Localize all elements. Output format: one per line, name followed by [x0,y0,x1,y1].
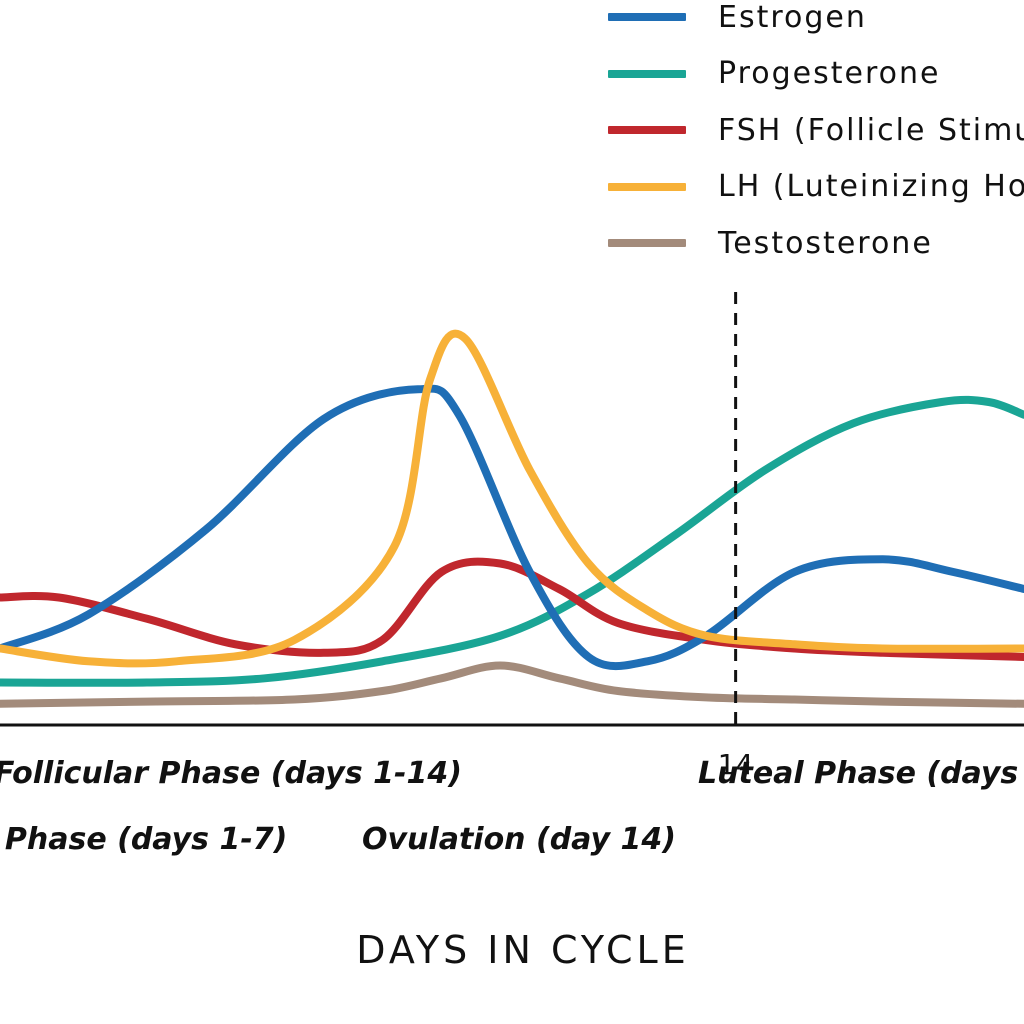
series-line-testosterone [0,661,1024,708]
legend-swatch [608,239,686,247]
legend-label: Progesterone [718,56,941,91]
legend-label: Testosterone [718,225,933,261]
legend-item-testosterone: Testosterone [608,223,933,263]
series-layer [0,329,1024,708]
tick-layer: 14 [718,748,754,781]
legend-label: LH (Luteinizing Hormone) [718,169,1024,204]
legend-label: Estrogen [718,0,867,35]
legend-swatch [608,182,686,191]
luteal-phase-label: Luteal Phase (days 14-28) [698,756,1024,791]
legend-swatch [608,126,686,134]
legend-swatch [608,13,686,21]
legend-item-fsh: FSH (Follicle Stimulating Hormone) [608,110,1024,150]
series-line-progesterone [0,395,1024,687]
legend-item-estrogen: Estrogen [608,0,867,37]
legend-swatch [608,69,686,78]
follicular-phase-label: Follicular Phase (days 1-14) [0,756,462,791]
legend-item-progesterone: Progesterone [608,54,940,94]
series-line-fsh [0,557,1024,661]
legend-item-lh: LH (Luteinizing Hormone) [608,167,1024,207]
menstrual-phase-label: Menstrual Phase (days 1-7) [0,822,288,857]
x-axis-title: DAYS IN CYCLE [356,928,690,972]
series-line-lh [0,329,1024,668]
legend-label: FSH (Follicle Stimulating Hormone) [718,112,1024,148]
series-line-estrogen [0,384,1024,671]
x-tick-label: 14 [718,748,754,781]
ovulation-label: Ovulation (day 14) [362,822,676,857]
